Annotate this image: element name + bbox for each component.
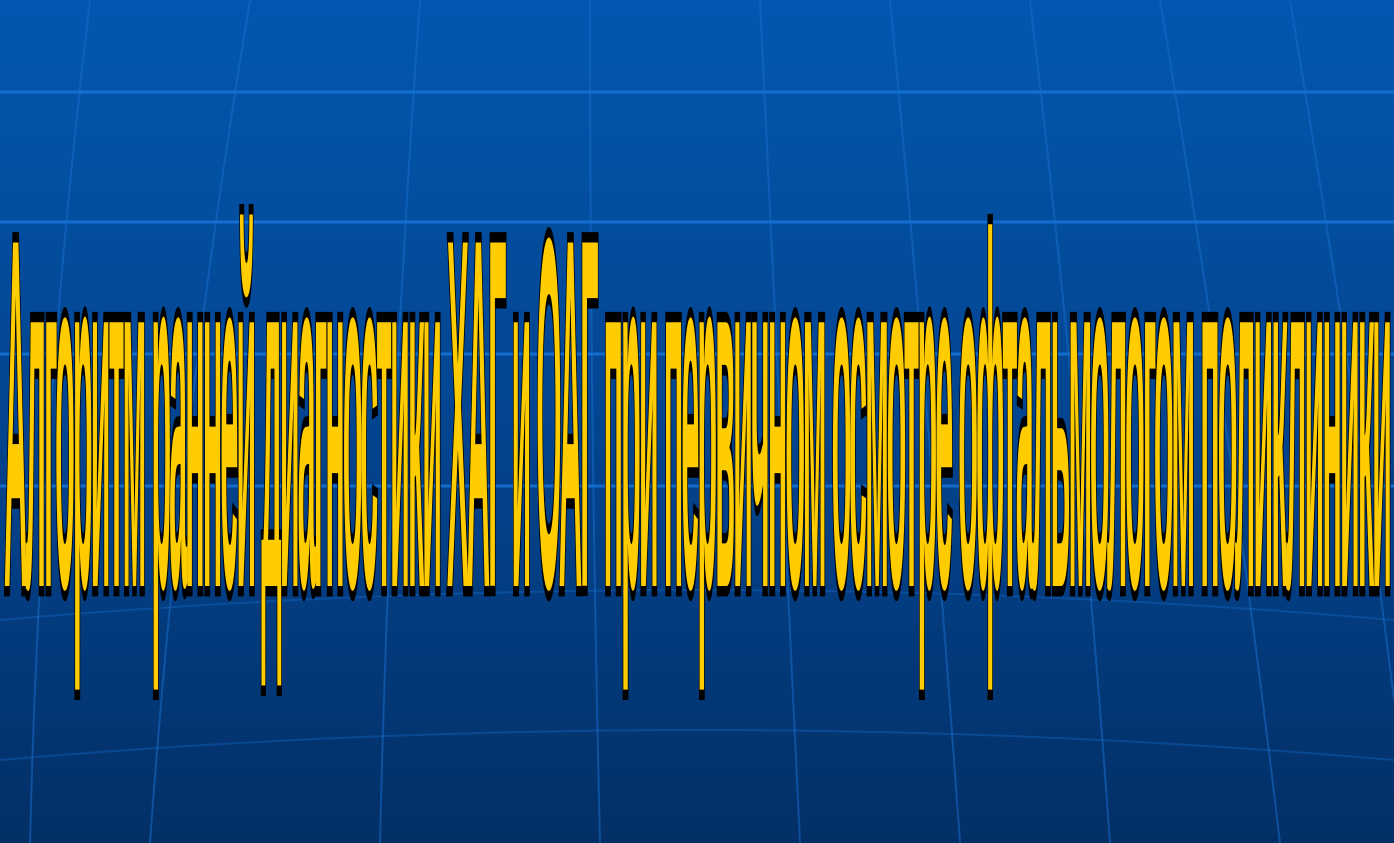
slide-title: Алгоритм ранней диагностики ХАГ и ОАГ пр… (3, 138, 1392, 696)
